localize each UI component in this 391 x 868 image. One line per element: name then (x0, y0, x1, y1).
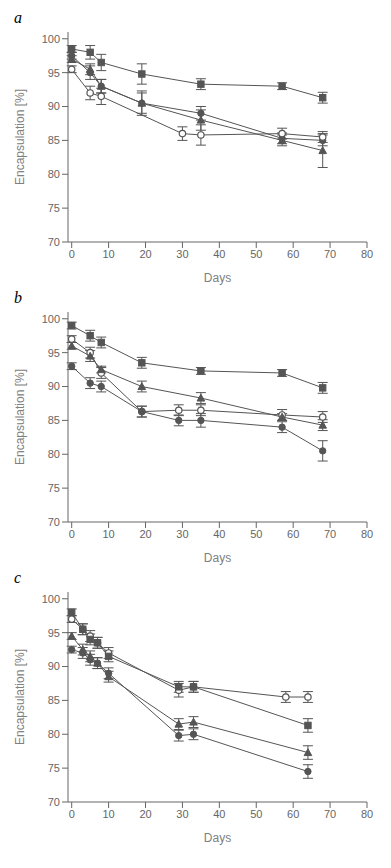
svg-text:Encapsulation [%]: Encapsulation [%] (13, 369, 27, 465)
svg-text:70: 70 (324, 248, 336, 260)
svg-text:Days: Days (204, 831, 231, 845)
svg-text:80: 80 (48, 168, 60, 180)
svg-text:40: 40 (213, 248, 225, 260)
svg-text:100: 100 (42, 313, 60, 325)
svg-text:10: 10 (102, 528, 114, 540)
svg-text:60: 60 (287, 248, 299, 260)
svg-text:60: 60 (287, 808, 299, 820)
svg-text:30: 30 (176, 248, 188, 260)
svg-text:40: 40 (213, 528, 225, 540)
svg-text:85: 85 (48, 134, 60, 146)
svg-text:95: 95 (48, 347, 60, 359)
svg-text:10: 10 (102, 808, 114, 820)
svg-text:30: 30 (176, 528, 188, 540)
html-text:a: a (14, 9, 22, 26)
svg-text:80: 80 (48, 448, 60, 460)
svg-text:0: 0 (69, 808, 75, 820)
svg-text:80: 80 (361, 528, 373, 540)
svg-text:80: 80 (48, 728, 60, 740)
svg-text:85: 85 (48, 694, 60, 706)
svg-text:0: 0 (69, 248, 75, 260)
svg-text:20: 20 (139, 248, 151, 260)
svg-text:95: 95 (48, 627, 60, 639)
svg-text:30: 30 (176, 808, 188, 820)
svg-text:70: 70 (48, 796, 60, 808)
svg-text:Days: Days (204, 271, 231, 285)
svg-text:40: 40 (213, 808, 225, 820)
svg-text:70: 70 (324, 528, 336, 540)
svg-text:20: 20 (139, 808, 151, 820)
svg-text:70: 70 (48, 236, 60, 248)
svg-text:75: 75 (48, 202, 60, 214)
html-text:b: b (14, 289, 22, 306)
svg-text:50: 50 (250, 528, 262, 540)
svg-text:70: 70 (324, 808, 336, 820)
svg-text:Encapsulation [%]: Encapsulation [%] (13, 649, 27, 745)
svg-text:75: 75 (48, 482, 60, 494)
svg-text:90: 90 (48, 100, 60, 112)
svg-text:95: 95 (48, 67, 60, 79)
svg-text:50: 50 (250, 808, 262, 820)
svg-text:Encapsulation [%]: Encapsulation [%] (13, 89, 27, 185)
svg-text:90: 90 (48, 660, 60, 672)
svg-text:85: 85 (48, 414, 60, 426)
svg-text:100: 100 (42, 33, 60, 45)
svg-text:100: 100 (42, 593, 60, 605)
svg-text:60: 60 (287, 528, 299, 540)
svg-text:50: 50 (250, 248, 262, 260)
svg-text:90: 90 (48, 380, 60, 392)
svg-text:10: 10 (102, 248, 114, 260)
svg-text:0: 0 (69, 528, 75, 540)
svg-text:80: 80 (361, 808, 373, 820)
html-text:c: c (14, 569, 22, 586)
svg-text:20: 20 (139, 528, 151, 540)
svg-text:Days: Days (204, 551, 231, 565)
svg-text:75: 75 (48, 762, 60, 774)
svg-text:80: 80 (361, 248, 373, 260)
svg-text:70: 70 (48, 516, 60, 528)
